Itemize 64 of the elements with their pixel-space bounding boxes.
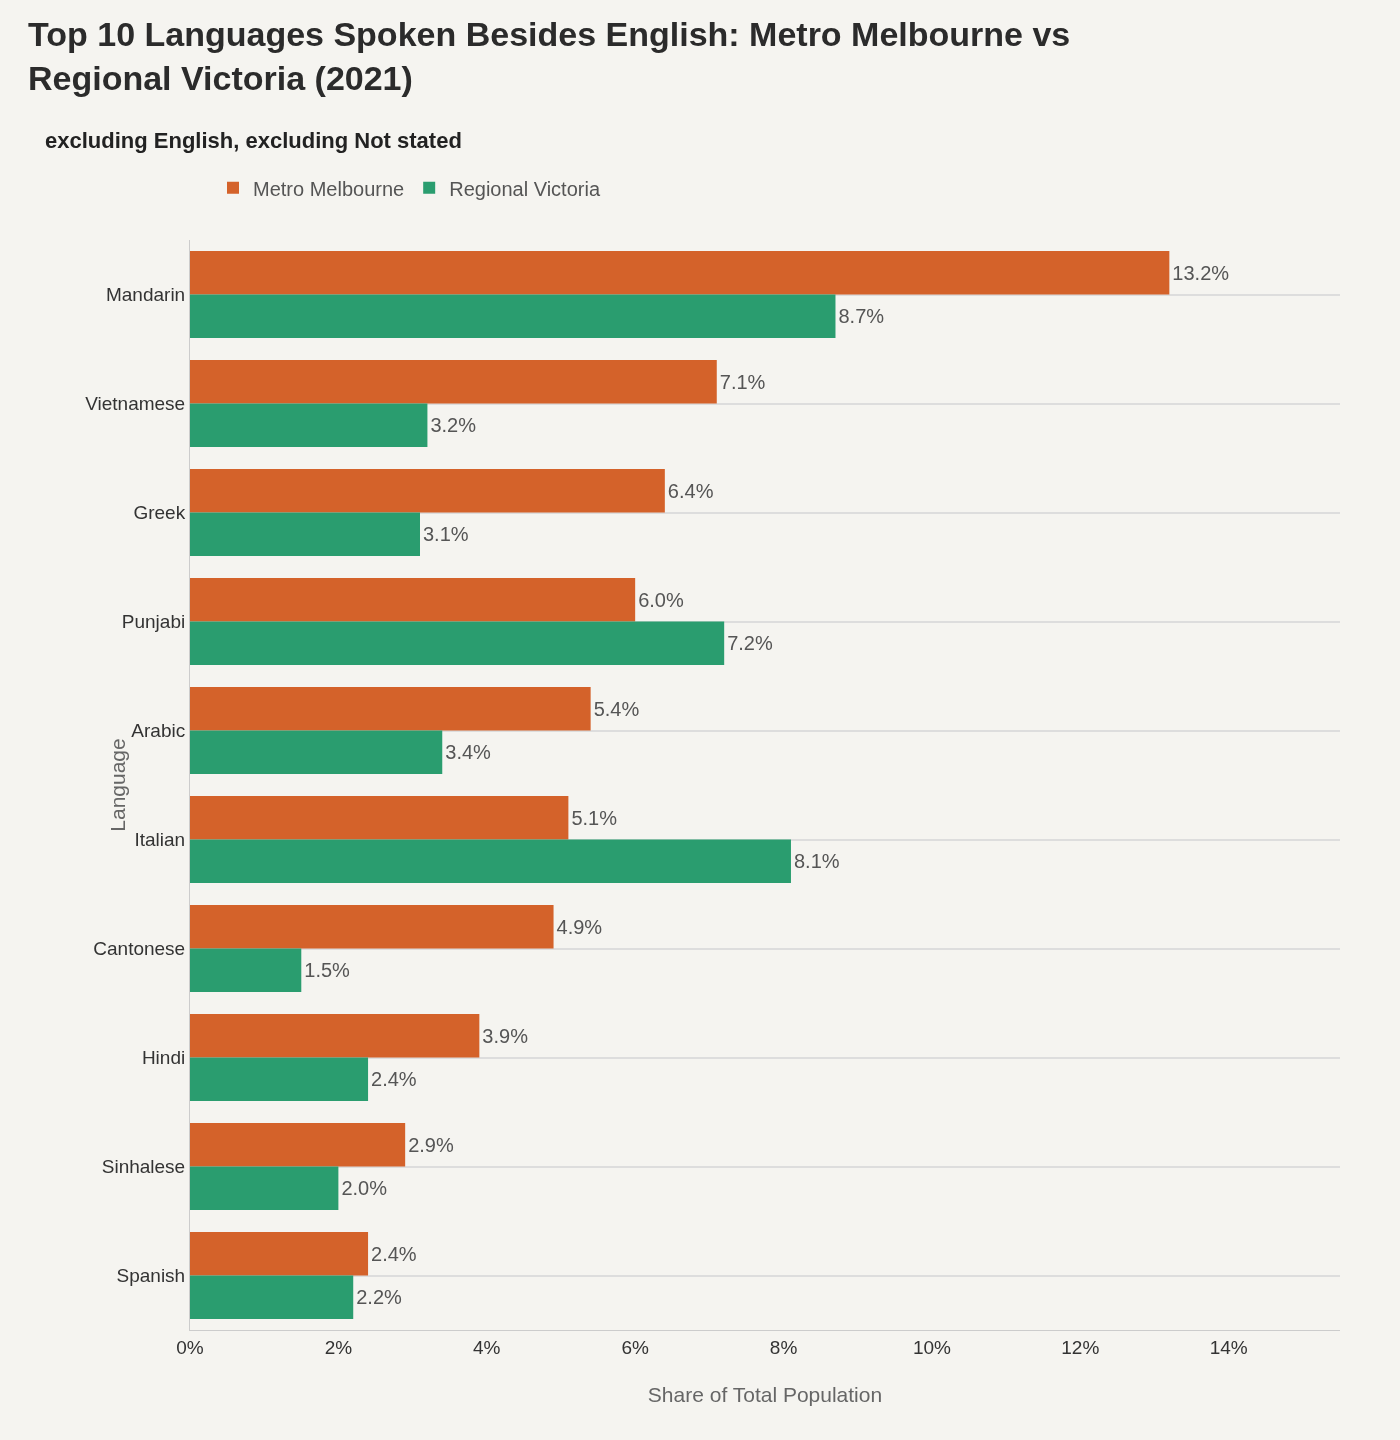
bar: [190, 1275, 354, 1320]
y-tick-label: Mandarin: [105, 284, 186, 306]
y-tick-label: Cantonese: [93, 938, 186, 960]
bar: [190, 795, 569, 840]
data-label: 2.9%: [408, 1133, 454, 1156]
data-label: 3.4%: [445, 741, 492, 764]
bar: [190, 1013, 480, 1058]
data-label: 8.1%: [793, 850, 840, 873]
bar: [190, 403, 428, 448]
bar: [190, 512, 420, 557]
bar: [190, 468, 665, 513]
data-label: 7.1%: [719, 370, 766, 393]
data-label: 5.1%: [571, 806, 618, 829]
data-label: 5.4%: [593, 697, 640, 720]
bar: [190, 250, 1170, 295]
x-tick-label: 10%: [912, 1336, 952, 1358]
data-label: 2.0%: [341, 1177, 388, 1200]
data-label: 13.2%: [1172, 261, 1230, 284]
data-label: 2.4%: [371, 1242, 417, 1265]
bar: [190, 839, 791, 884]
y-tick-label: Hindi: [141, 1047, 186, 1069]
y-tick-label: Vietnamese: [85, 393, 186, 415]
data-label: 3.1%: [423, 523, 469, 546]
legend-label: Metro Melbourne: [253, 177, 405, 200]
x-tick-label: 0%: [176, 1336, 204, 1358]
bar: [190, 577, 636, 622]
y-tick-label: Sinhalese: [101, 1156, 186, 1178]
chart-title: Top 10 Languages Spoken Besides English: Metro Melbourne vs Regional Victoria (2021): [28, 15, 1071, 98]
bar: [190, 904, 554, 949]
data-label: 3.9%: [482, 1024, 529, 1047]
bar: [190, 1166, 339, 1211]
chart-subtitle: excluding English, excluding Not stated: [45, 128, 462, 153]
y-tick-label: Punjabi: [121, 611, 186, 633]
x-tick-label: 12%: [1061, 1336, 1100, 1358]
bar: [190, 948, 302, 993]
data-label: 4.9%: [556, 915, 603, 938]
bar: [190, 621, 725, 666]
y-tick-label: Arabic: [131, 720, 186, 742]
y-tick-label: Spanish: [116, 1265, 186, 1287]
x-axis-title: Share of Total Population: [647, 1383, 883, 1406]
x-tick-label: 2%: [324, 1336, 353, 1358]
data-label: 8.7%: [838, 305, 885, 328]
data-label: 2.2%: [356, 1286, 403, 1309]
bar: [190, 1122, 406, 1167]
bar: [190, 686, 591, 731]
bar: [190, 1057, 369, 1102]
legend-label: Regional Victoria: [449, 177, 601, 200]
data-label: 6.0%: [638, 588, 684, 611]
data-label: 2.4%: [371, 1068, 417, 1091]
data-label: 3.2%: [430, 414, 477, 437]
bar: [190, 1231, 369, 1276]
bar: [190, 730, 443, 775]
x-tick-label: 4%: [473, 1336, 501, 1358]
bar: [190, 294, 836, 339]
x-tick-label: 8%: [769, 1336, 798, 1358]
data-label: 7.2%: [727, 632, 773, 655]
data-label: 1.5%: [304, 959, 351, 982]
y-tick-label: Greek: [133, 502, 186, 524]
bar: [190, 359, 717, 404]
x-tick-label: 6%: [621, 1336, 649, 1358]
y-axis-title: Language: [106, 738, 130, 832]
y-tick-label: Italian: [134, 829, 186, 851]
data-label: 6.4%: [667, 479, 714, 502]
x-tick-label: 14%: [1209, 1336, 1248, 1358]
